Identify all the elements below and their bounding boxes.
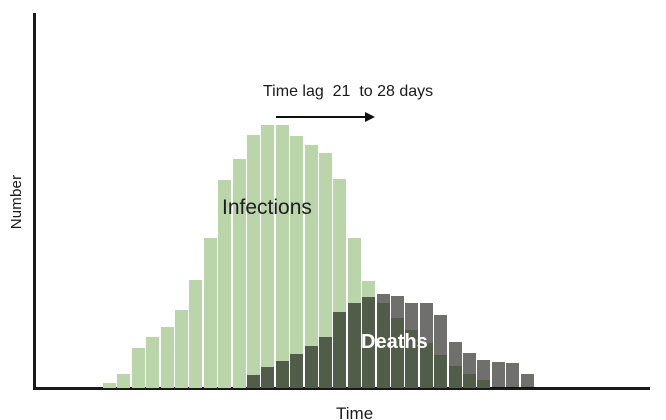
bar-deaths xyxy=(491,362,505,388)
bar-deaths xyxy=(376,294,390,388)
bar-infections xyxy=(117,374,131,388)
x-axis-line xyxy=(33,387,650,390)
bar-infections xyxy=(218,180,232,388)
bar-deaths xyxy=(290,354,304,388)
bar-deaths xyxy=(405,303,419,388)
bar-deaths xyxy=(304,346,318,388)
bar-deaths xyxy=(434,315,448,388)
bar-deaths xyxy=(477,360,491,388)
bar-infections xyxy=(319,153,332,388)
bar-deaths xyxy=(319,337,332,388)
bar-infections xyxy=(189,280,203,388)
bar-infections xyxy=(304,145,318,388)
time-lag-arrowhead-icon xyxy=(365,112,375,122)
bar-deaths xyxy=(333,312,347,388)
bar-deaths xyxy=(261,367,275,388)
bar-infections xyxy=(203,238,217,388)
bar-infections xyxy=(160,327,174,388)
bar-deaths xyxy=(506,363,520,388)
bar-deaths xyxy=(391,296,404,388)
y-axis-line xyxy=(33,13,36,390)
bar-infections xyxy=(275,125,289,388)
bar-deaths xyxy=(362,297,376,388)
bar-infections xyxy=(290,136,304,388)
bar-deaths xyxy=(520,374,534,388)
bar-infections xyxy=(261,125,275,388)
bar-deaths xyxy=(347,303,361,388)
bar-infections xyxy=(131,348,145,388)
bar-deaths xyxy=(247,375,260,388)
time-lag-arrow xyxy=(276,116,366,118)
bar-deaths xyxy=(448,342,462,388)
bar-infections xyxy=(146,337,160,388)
time-lag-annotation: Time lag 21 to 28 days xyxy=(263,83,434,100)
bar-infections xyxy=(247,135,260,388)
bar-infections xyxy=(175,310,188,388)
deaths-series-label: Deaths xyxy=(361,331,428,353)
bar-infections xyxy=(232,159,246,388)
bar-deaths xyxy=(463,353,476,388)
bar-deaths xyxy=(275,361,289,388)
bar-infections xyxy=(103,383,116,388)
infections-series-label: Infections xyxy=(222,196,312,219)
bar-deaths xyxy=(419,303,433,388)
x-axis-label: Time xyxy=(336,404,374,420)
